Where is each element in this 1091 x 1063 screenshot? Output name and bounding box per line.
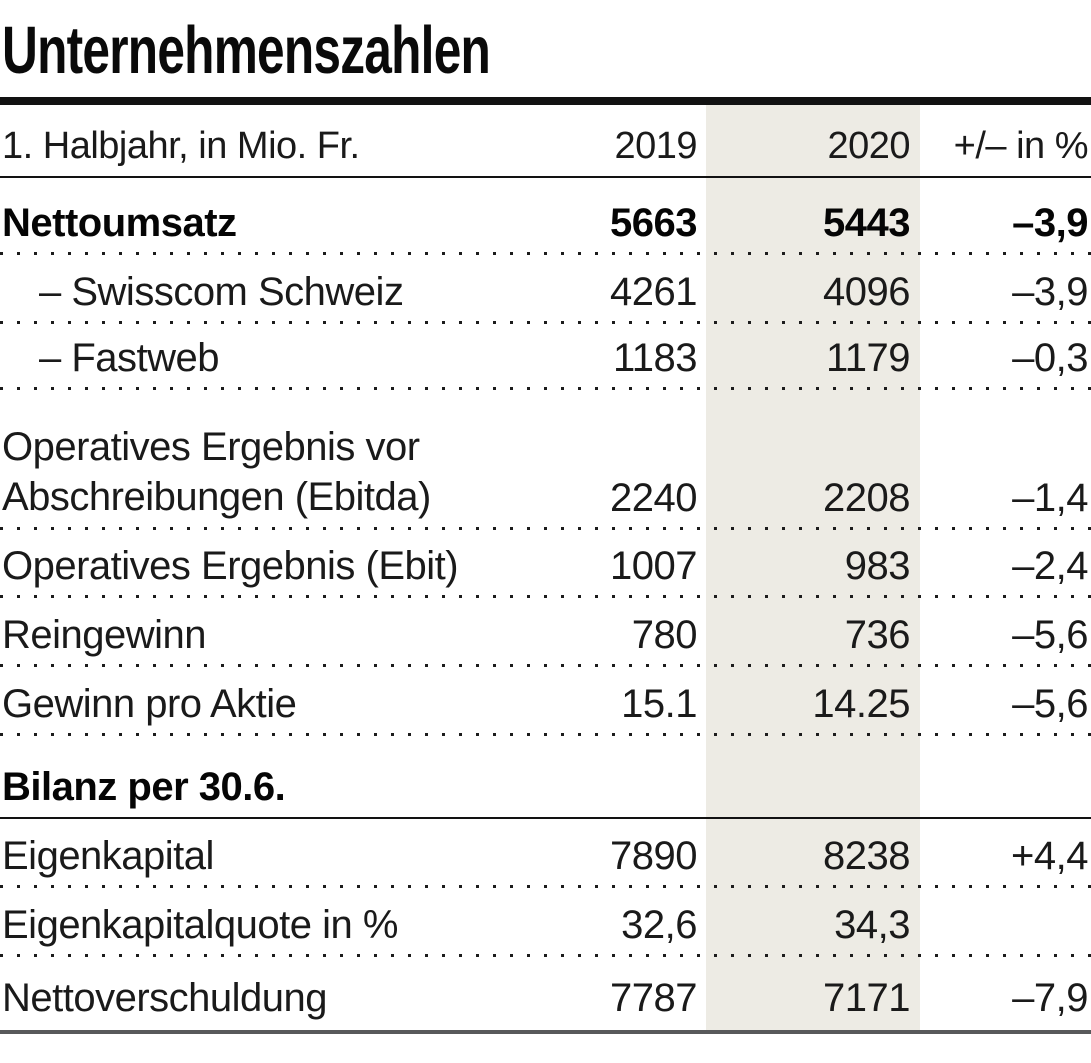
page-title-text: Unternehmenszahlen bbox=[2, 13, 491, 88]
row-swisscom-schweiz: – Swisscom Schweiz 4261 4096 –3,9 bbox=[0, 255, 1091, 324]
value-2020: 2208 bbox=[823, 475, 910, 520]
row-label: Nettoumsatz bbox=[2, 200, 237, 245]
row-label: Eigenkapitalquote in % bbox=[2, 902, 398, 947]
value-2019: 780 bbox=[631, 612, 698, 657]
figures-table: 1. Halbjahr, in Mio. Fr. 2019 2020 +/– i… bbox=[0, 105, 1091, 1030]
row-fastweb: – Fastweb 1183 1179 –0,3 bbox=[0, 324, 1091, 390]
value-2020: 14.25 bbox=[812, 681, 910, 726]
value-2019: 7890 bbox=[610, 833, 697, 878]
row-label: – Swisscom Schweiz bbox=[39, 269, 404, 314]
value-2020: 5443 bbox=[823, 200, 910, 245]
top-rule bbox=[0, 97, 1091, 105]
value-2020: 736 bbox=[844, 612, 911, 657]
value-change-pct: –1,4 bbox=[1012, 475, 1088, 520]
row-label-line-1: Operatives Ergebnis vor bbox=[2, 425, 420, 469]
row-label: Operatives Ergebnis (Ebit) bbox=[2, 543, 459, 588]
value-change-pct: –2,4 bbox=[1012, 543, 1088, 588]
row-label: Nettoverschuldung bbox=[2, 975, 328, 1020]
row-label-line-2: Abschreibungen (Ebitda) bbox=[2, 475, 431, 519]
row-gewinn-pro-aktie: Gewinn pro Aktie 15.1 14.25 –5,6 bbox=[0, 667, 1091, 736]
row-ebit: Operatives Ergebnis (Ebit) 1007 983 –2,4 bbox=[0, 530, 1091, 598]
value-change-pct: –5,6 bbox=[1012, 681, 1088, 726]
value-change-pct: –3,9 bbox=[1012, 200, 1088, 245]
bottom-rule bbox=[0, 1030, 1091, 1034]
row-label: Eigenkapital bbox=[2, 833, 214, 878]
row-label: – Fastweb bbox=[39, 335, 220, 380]
column-header-2020: 2020 bbox=[827, 125, 910, 168]
row-bilanz-section-header: Bilanz per 30.6. bbox=[0, 736, 1091, 819]
value-2019: 4261 bbox=[610, 269, 697, 314]
value-change-pct: –5,6 bbox=[1012, 612, 1088, 657]
row-nettoumsatz: Nettoumsatz 5663 5443 –3,9 bbox=[0, 178, 1091, 255]
value-2020: 983 bbox=[844, 543, 911, 588]
value-change-pct: –7,9 bbox=[1012, 975, 1088, 1020]
row-label: Gewinn pro Aktie bbox=[2, 681, 297, 726]
value-2019: 2240 bbox=[610, 475, 697, 520]
page-title: Unternehmenszahlen bbox=[0, 0, 1091, 97]
column-header-2019: 2019 bbox=[614, 125, 697, 168]
value-2019: 7787 bbox=[610, 975, 697, 1020]
value-change-pct: –3,9 bbox=[1012, 269, 1088, 314]
column-header-period: 1. Halbjahr, in Mio. Fr. bbox=[2, 125, 360, 168]
value-2020: 1179 bbox=[825, 335, 911, 380]
value-2020: 4096 bbox=[823, 269, 910, 314]
row-reingewinn: Reingewinn 780 736 –5,6 bbox=[0, 598, 1091, 667]
row-ebitda: Operatives Ergebnis vor Abschreibungen (… bbox=[0, 390, 1091, 530]
value-2019: 1183 bbox=[612, 335, 698, 380]
row-nettoverschuldung: Nettoverschuldung 7787 7171 –7,9 bbox=[0, 957, 1091, 1030]
value-2020: 8238 bbox=[823, 833, 910, 878]
table-header-row: 1. Halbjahr, in Mio. Fr. 2019 2020 +/– i… bbox=[0, 105, 1091, 178]
value-2020: 34,3 bbox=[834, 902, 910, 947]
row-label: Reingewinn bbox=[2, 612, 207, 657]
row-label: Operatives Ergebnis vor Abschreibungen (… bbox=[2, 422, 537, 522]
column-header-change-pct: +/– in % bbox=[953, 125, 1089, 168]
value-change-pct: –0,3 bbox=[1012, 335, 1088, 380]
row-eigenkapital: Eigenkapital 7890 8238 +4,4 bbox=[0, 819, 1091, 888]
value-2020: 7171 bbox=[823, 975, 910, 1020]
column-highlight-band-2020 bbox=[706, 105, 920, 1030]
value-2019: 5663 bbox=[610, 200, 697, 245]
value-change-pct: +4,4 bbox=[1011, 833, 1088, 878]
value-2019: 32,6 bbox=[621, 902, 697, 947]
value-2019: 1007 bbox=[610, 543, 697, 588]
row-eigenkapitalquote: Eigenkapitalquote in % 32,6 34,3 bbox=[0, 888, 1091, 957]
value-2019: 15.1 bbox=[621, 681, 697, 726]
section-header-label: Bilanz per 30.6. bbox=[2, 764, 286, 809]
